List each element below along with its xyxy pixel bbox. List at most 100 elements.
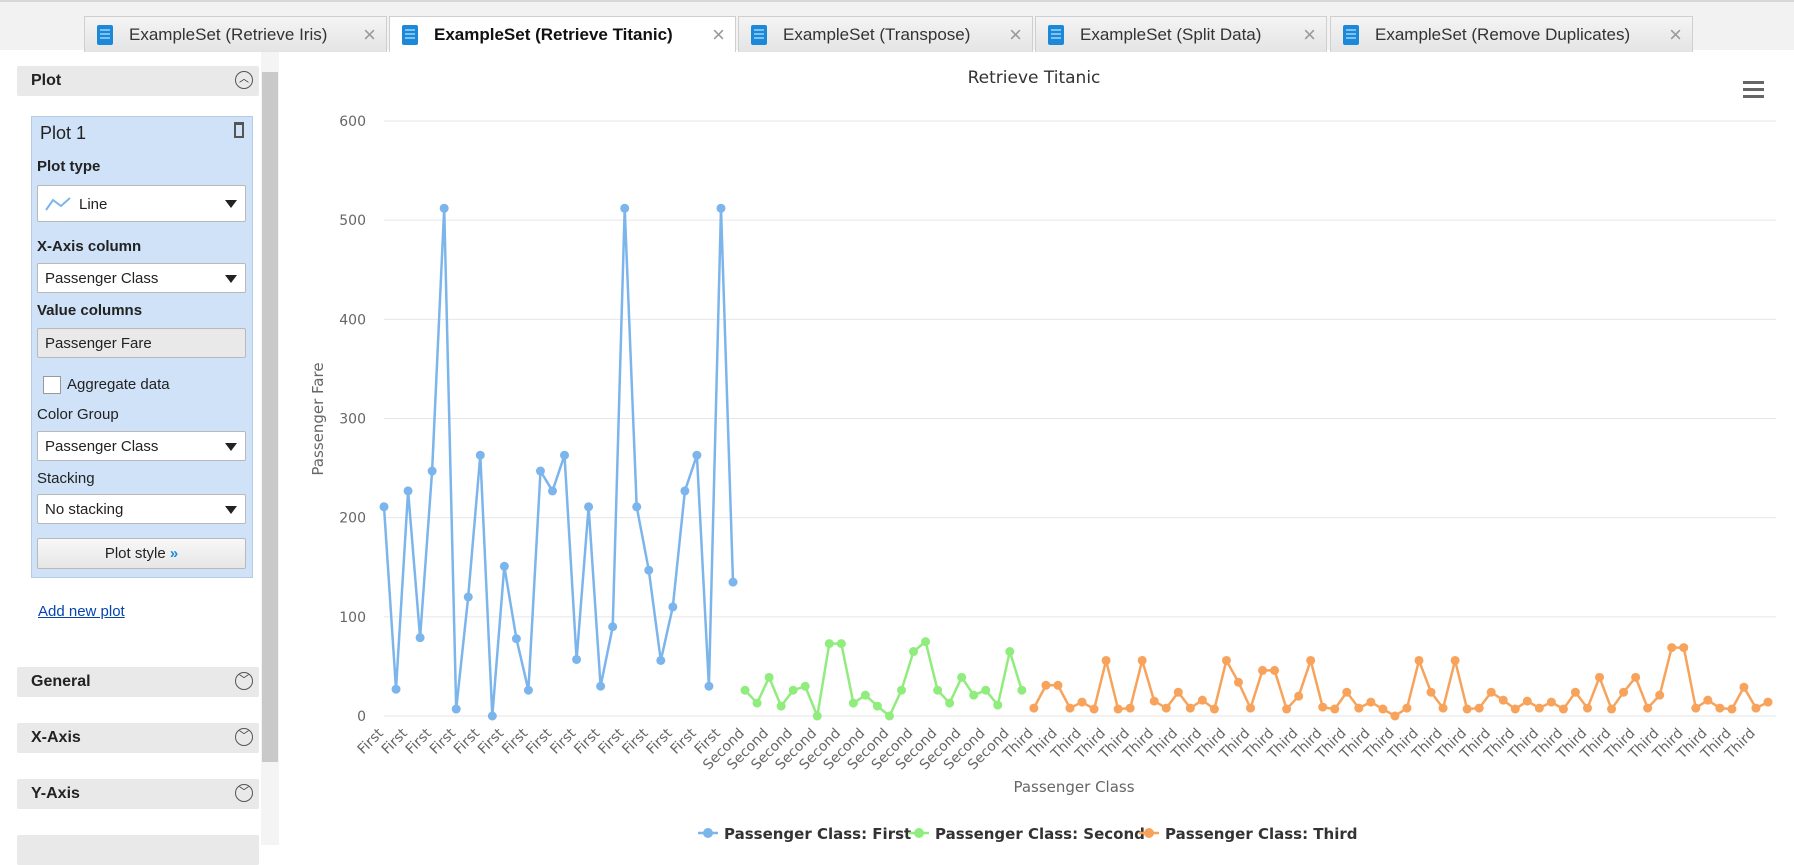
data-point xyxy=(560,450,570,460)
data-point xyxy=(391,684,401,694)
data-point xyxy=(1005,647,1015,657)
data-point xyxy=(1402,703,1412,713)
tab[interactable]: ExampleSet (Transpose) × xyxy=(738,16,1033,52)
tab-label: ExampleSet (Transpose) xyxy=(783,25,971,44)
checkbox-label: Aggregate data xyxy=(67,376,170,393)
data-point xyxy=(1137,655,1147,665)
data-point xyxy=(1366,697,1376,707)
scrollbar[interactable] xyxy=(261,50,279,845)
data-point xyxy=(535,466,545,476)
data-point xyxy=(1342,687,1352,697)
checkbox[interactable] xyxy=(43,376,61,394)
data-point xyxy=(1619,687,1629,697)
data-point xyxy=(1727,704,1737,714)
section-header[interactable]: Y-Axis ﹀ xyxy=(17,779,259,809)
data-point xyxy=(1041,680,1051,690)
line-icon xyxy=(45,197,71,211)
data-point xyxy=(475,450,485,460)
legend-item[interactable]: Passenger Class: Third xyxy=(1139,825,1358,843)
data-point xyxy=(716,203,726,213)
stacking-dropdown[interactable]: No stacking xyxy=(37,494,246,524)
tab[interactable]: ExampleSet (Split Data) × xyxy=(1035,16,1327,52)
data-point xyxy=(1631,672,1641,682)
delete-icon[interactable] xyxy=(234,122,244,138)
data-point xyxy=(1029,703,1039,713)
data-point xyxy=(1438,703,1448,713)
section-header[interactable]: X-Axis ﹀ xyxy=(17,723,259,753)
data-point xyxy=(1378,704,1388,714)
tab-close[interactable]: × xyxy=(1669,22,1682,47)
dropdown-value: Line xyxy=(79,196,108,213)
section-header[interactable]: Plot ︿ xyxy=(17,66,259,96)
color-group-dropdown[interactable]: Passenger Class xyxy=(37,431,246,461)
data-point xyxy=(1017,685,1027,695)
tab-close[interactable]: × xyxy=(1009,22,1022,47)
value-column[interactable]: Passenger Fare xyxy=(37,328,246,358)
tab[interactable]: ExampleSet (Retrieve Titanic) × xyxy=(389,16,736,52)
data-point xyxy=(1607,704,1617,714)
data-point xyxy=(1679,643,1689,653)
tab-close[interactable]: × xyxy=(712,22,725,47)
data-point xyxy=(752,698,762,708)
chart-title: Retrieve Titanic xyxy=(968,68,1101,88)
plot-style-button[interactable]: Plot style » xyxy=(37,538,246,569)
data-point xyxy=(1691,703,1701,713)
data-point xyxy=(584,502,594,512)
data-point xyxy=(1643,703,1653,713)
field-label: Plot type xyxy=(37,158,101,175)
expand-icon[interactable]: ﹀ xyxy=(235,672,253,690)
y-tick-label: 500 xyxy=(339,213,366,229)
tab-label: ExampleSet (Split Data) xyxy=(1080,25,1262,44)
expand-icon[interactable]: ﹀ xyxy=(235,784,253,802)
data-point xyxy=(1498,695,1508,705)
tab[interactable]: ExampleSet (Remove Duplicates) × xyxy=(1330,16,1693,52)
y-tick-label: 600 xyxy=(339,114,366,130)
data-point xyxy=(620,203,630,213)
legend-label: Passenger Class: First xyxy=(724,825,911,843)
tab[interactable]: ExampleSet (Retrieve Iris) × xyxy=(84,16,387,52)
data-point xyxy=(1390,711,1400,721)
data-point xyxy=(1534,703,1544,713)
value-column-name: Passenger Fare xyxy=(45,335,152,352)
x-axis-dropdown[interactable]: Passenger Class xyxy=(37,263,246,293)
tab-icon xyxy=(1343,25,1359,45)
legend-item[interactable]: Passenger Class: Second xyxy=(909,825,1145,843)
scroll-thumb[interactable] xyxy=(262,72,278,762)
add-plot-link[interactable]: Add new plot xyxy=(38,603,125,620)
data-point xyxy=(1558,704,1568,714)
y-tick-label: 300 xyxy=(339,412,366,428)
data-point xyxy=(788,685,798,695)
data-point xyxy=(572,654,582,664)
data-point xyxy=(632,502,642,512)
data-point xyxy=(1751,703,1761,713)
section-header[interactable] xyxy=(17,835,259,865)
data-point xyxy=(1282,704,1292,714)
collapse-icon[interactable]: ︿ xyxy=(235,71,253,89)
tab-close[interactable]: × xyxy=(1303,22,1316,47)
data-point xyxy=(1426,687,1436,697)
section-header[interactable]: General ﹀ xyxy=(17,667,259,697)
data-point xyxy=(945,698,955,708)
data-point xyxy=(487,711,497,721)
expand-icon[interactable]: ﹀ xyxy=(235,728,253,746)
plot-type-dropdown[interactable]: Line xyxy=(37,185,246,222)
data-point xyxy=(896,685,906,695)
section-title: Y-Axis xyxy=(31,785,80,802)
tab-bar: ExampleSet (Retrieve Iris) × ExampleSet (R… xyxy=(0,0,1794,52)
tab-close[interactable]: × xyxy=(363,22,376,47)
legend-item[interactable]: Passenger Class: First xyxy=(698,825,911,843)
data-point xyxy=(764,672,774,682)
data-point xyxy=(1294,691,1304,701)
data-point xyxy=(957,672,967,682)
data-point xyxy=(1462,704,1472,714)
tab-label: ExampleSet (Retrieve Titanic) xyxy=(434,25,673,44)
data-point xyxy=(848,698,858,708)
data-point xyxy=(1270,665,1280,675)
data-point xyxy=(1414,655,1424,665)
section-title: General xyxy=(31,673,91,690)
data-point xyxy=(1101,655,1111,665)
legend-label: Passenger Class: Third xyxy=(1165,825,1358,843)
data-point xyxy=(800,681,810,691)
menu-icon[interactable] xyxy=(1743,81,1764,98)
tab-icon xyxy=(751,25,767,45)
